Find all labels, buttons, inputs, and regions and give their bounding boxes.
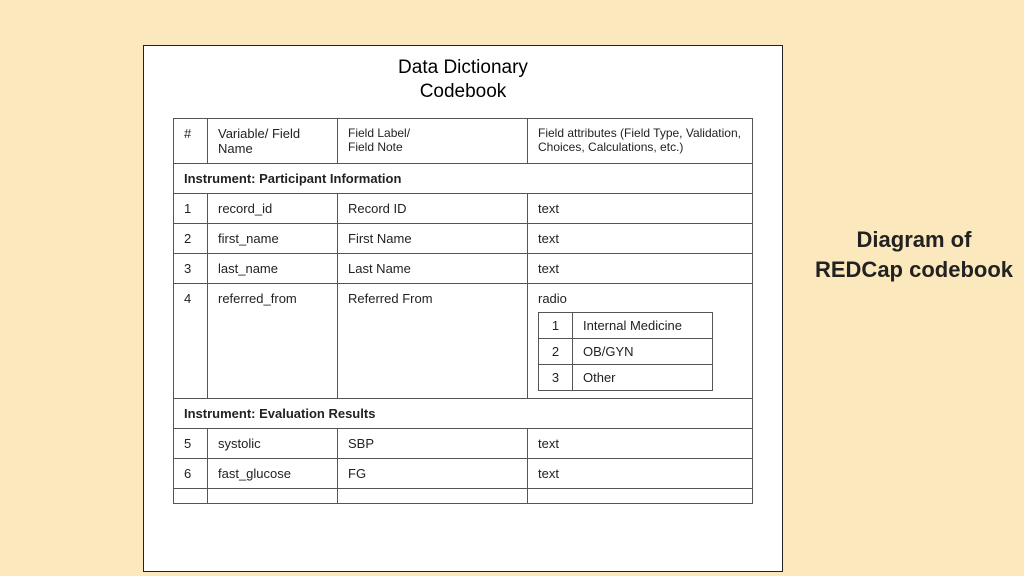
table-row: 3last_nameLast Name text — [174, 253, 753, 283]
cell-variable: referred_from — [208, 283, 338, 398]
cell-attrs: text — [528, 458, 753, 488]
cell-num — [174, 488, 208, 503]
cell-label: FG — [338, 458, 528, 488]
choice-code: 1 — [539, 312, 573, 338]
choice-label: Other — [573, 364, 713, 390]
cell-num: 6 — [174, 458, 208, 488]
cell-attrs — [528, 488, 753, 503]
figure-caption: Diagram of REDCap codebook — [814, 225, 1014, 284]
choices-table: 1Internal Medicine2OB/GYN3Other — [538, 312, 713, 391]
instrument-label: Instrument: Participant Information — [174, 163, 753, 193]
choice-code: 2 — [539, 338, 573, 364]
cell-variable: first_name — [208, 223, 338, 253]
cell-num: 2 — [174, 223, 208, 253]
choice-row: 3Other — [539, 364, 713, 390]
cell-num: 4 — [174, 283, 208, 398]
cell-variable: last_name — [208, 253, 338, 283]
cell-label: SBP — [338, 428, 528, 458]
cell-attrs: text — [528, 223, 753, 253]
cell-label: First Name — [338, 223, 528, 253]
field-type: text — [538, 231, 742, 246]
document-page: Data Dictionary Codebook # Variable/ Fie… — [143, 45, 783, 572]
cell-variable: record_id — [208, 193, 338, 223]
field-type: text — [538, 436, 742, 451]
cell-label: Last Name — [338, 253, 528, 283]
field-type: text — [538, 466, 742, 481]
instrument-label: Instrument: Evaluation Results — [174, 398, 753, 428]
instrument-row: Instrument: Evaluation Results — [174, 398, 753, 428]
cell-attrs: text — [528, 428, 753, 458]
cell-variable: systolic — [208, 428, 338, 458]
cell-variable — [208, 488, 338, 503]
choice-row: 2OB/GYN — [539, 338, 713, 364]
field-type: text — [538, 261, 742, 276]
title-line-2: Codebook — [144, 80, 782, 104]
col-header-variable: Variable/ Field Name — [208, 118, 338, 163]
choice-code: 3 — [539, 364, 573, 390]
cell-label: Referred From — [338, 283, 528, 398]
col-header-num: # — [174, 118, 208, 163]
choice-row: 1Internal Medicine — [539, 312, 713, 338]
table-header-row: # Variable/ Field Name Field Label/ Fiel… — [174, 118, 753, 163]
choice-label: Internal Medicine — [573, 312, 713, 338]
table-row: 4referred_fromReferred From radio 1Interna… — [174, 283, 753, 398]
choice-label: OB/GYN — [573, 338, 713, 364]
cell-attrs: text — [528, 193, 753, 223]
codebook-table: # Variable/ Field Name Field Label/ Fiel… — [173, 118, 753, 504]
table-row: 6fast_glucoseFG text — [174, 458, 753, 488]
title-line-1: Data Dictionary — [144, 56, 782, 80]
table-row: 5systolicSBP text — [174, 428, 753, 458]
cell-attrs: radio 1Internal Medicine2OB/GYN3Other — [528, 283, 753, 398]
field-type: radio — [538, 291, 742, 306]
table-row — [174, 488, 753, 503]
cell-num: 3 — [174, 253, 208, 283]
cell-num: 1 — [174, 193, 208, 223]
table-row: 2first_nameFirst Name text — [174, 223, 753, 253]
field-type: text — [538, 201, 742, 216]
document-title: Data Dictionary Codebook — [144, 56, 782, 104]
cell-variable: fast_glucose — [208, 458, 338, 488]
cell-label: Record ID — [338, 193, 528, 223]
col-header-attrs: Field attributes (Field Type, Validation… — [528, 118, 753, 163]
table-row: 1record_idRecord ID text — [174, 193, 753, 223]
cell-num: 5 — [174, 428, 208, 458]
instrument-row: Instrument: Participant Information — [174, 163, 753, 193]
col-header-label: Field Label/ Field Note — [338, 118, 528, 163]
cell-attrs: text — [528, 253, 753, 283]
cell-label — [338, 488, 528, 503]
